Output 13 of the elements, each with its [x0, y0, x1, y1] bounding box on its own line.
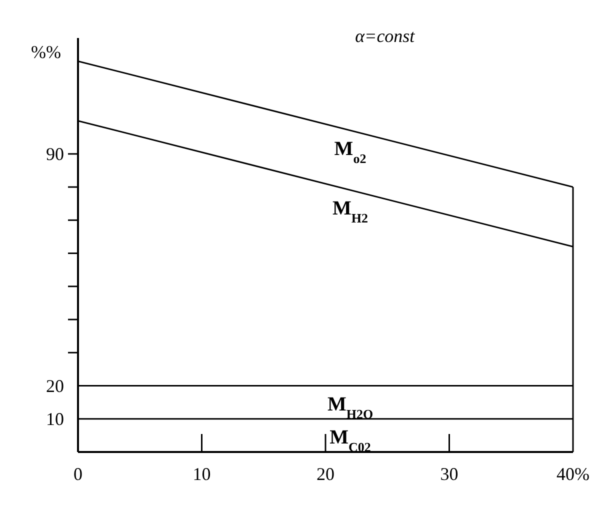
- y-tick-label: 20: [46, 376, 64, 396]
- annotation: α=const: [355, 26, 416, 46]
- x-tick-label: 10: [192, 464, 211, 484]
- x-tick-label: 0: [74, 464, 82, 484]
- x-tick-label: 20: [316, 464, 334, 484]
- y-tick-label: 10: [46, 408, 64, 429]
- x-tick-label: 30: [440, 464, 458, 484]
- series-label: M$_{o2}$: [334, 138, 366, 166]
- y-tick-label: 90: [46, 144, 64, 164]
- series-label: M$_{H2O}$: [327, 393, 374, 421]
- y-axis-title: %%: [31, 42, 61, 62]
- series-label: M$_{H2}$: [332, 198, 368, 226]
- x-tick-label: 40%: [556, 464, 590, 484]
